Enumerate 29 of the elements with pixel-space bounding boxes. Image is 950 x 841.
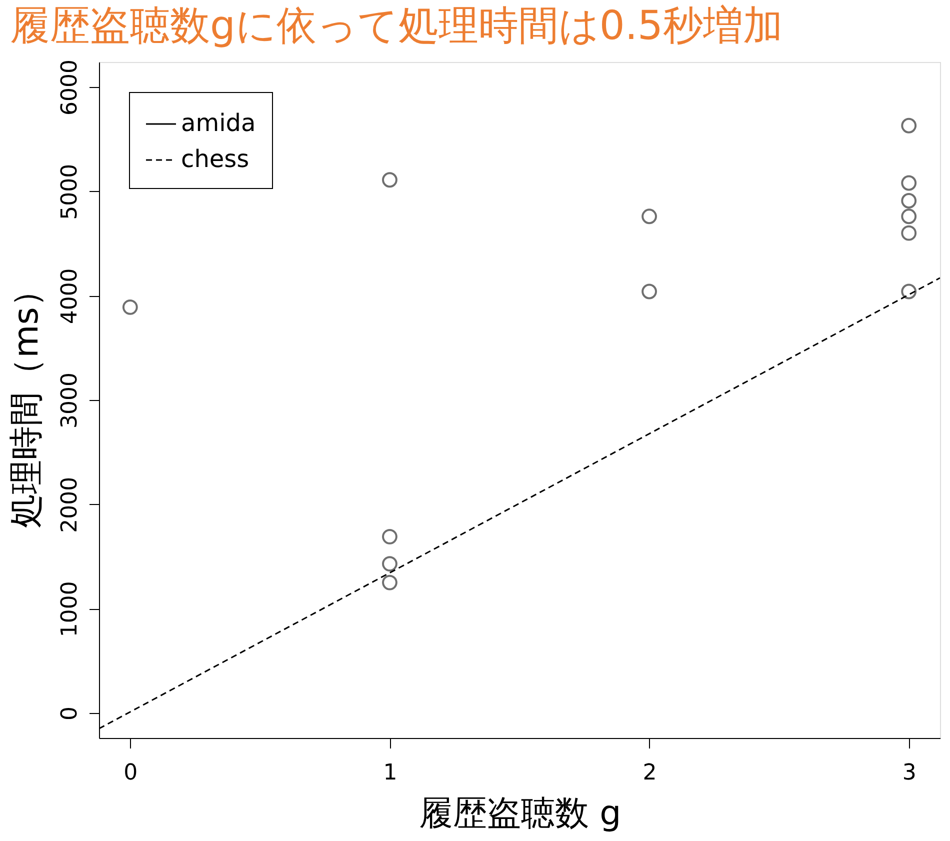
point [382,574,398,590]
point [901,284,917,300]
point [642,208,657,224]
y-tick-label: 6000 [58,60,82,116]
y-axis-title: 処理時間（ms） [6,273,46,528]
x-tick-label: 3 [902,760,916,786]
y-tick-label: 3000 [58,372,82,428]
point [901,225,917,241]
point [382,172,398,188]
y-tick-label: 2000 [58,476,82,533]
point [901,175,917,191]
point [901,118,917,134]
point [382,556,398,572]
text: 履歴盗聴数gに依って処理時間は0.5秒増加 [10,3,784,50]
point [382,528,398,544]
point [122,299,138,315]
legend-label: amida [181,109,256,137]
point [901,193,917,208]
legend-label: chess [181,145,250,173]
y-tick-label: 1000 [58,581,82,638]
x-tick-label: 2 [642,760,657,786]
y-tick-label: 5000 [58,164,82,220]
point [901,208,917,224]
x-axis-title: 履歴盗聴数 g [418,794,622,834]
x-tick-label: 0 [124,760,138,786]
point [642,284,657,300]
y-tick-label: 4000 [58,268,82,324]
y-tick-label: 0 [58,706,82,720]
x-tick-label: 1 [383,760,398,786]
